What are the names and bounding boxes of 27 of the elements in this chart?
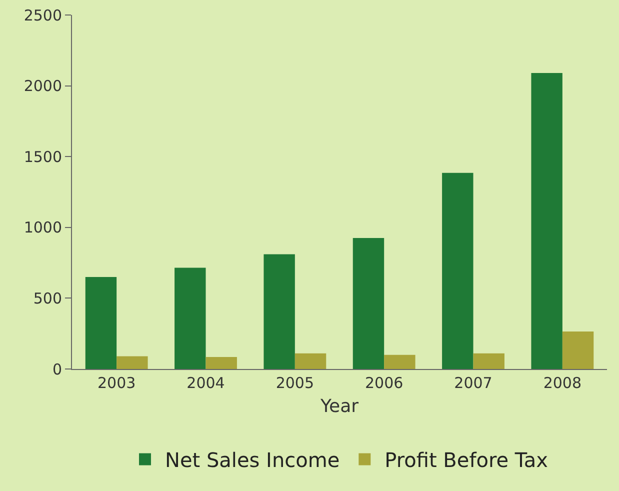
x-tick-label: 2003	[97, 374, 136, 392]
y-tick-label: 2500	[24, 6, 62, 24]
x-axis-title: Year	[319, 396, 360, 418]
bar	[264, 254, 295, 369]
y-tick-label: 500	[33, 289, 62, 308]
bar	[206, 356, 237, 369]
bar	[562, 331, 594, 369]
bar	[442, 172, 474, 369]
y-tick-label: 2000	[24, 77, 62, 96]
legend-label: Profit Before Tax	[384, 448, 548, 472]
legend-label: Net Sales Income	[165, 448, 340, 472]
bar	[294, 353, 326, 369]
x-tick-label: 2006	[364, 374, 404, 392]
x-tick-label: 2008	[543, 374, 582, 392]
bar	[473, 353, 504, 369]
bar	[85, 276, 117, 369]
x-tick-label: 2005	[276, 374, 314, 392]
bar	[352, 238, 384, 369]
bar	[531, 73, 562, 369]
bar	[116, 356, 148, 369]
x-tick-label: 2007	[454, 374, 492, 392]
x-tick-label: 2004	[186, 374, 225, 392]
y-tick-label: 1000	[24, 218, 62, 237]
y-tick-label: 0	[52, 360, 62, 378]
y-tick-label: 1500	[24, 148, 62, 166]
bar	[384, 354, 416, 369]
bar	[174, 268, 206, 369]
